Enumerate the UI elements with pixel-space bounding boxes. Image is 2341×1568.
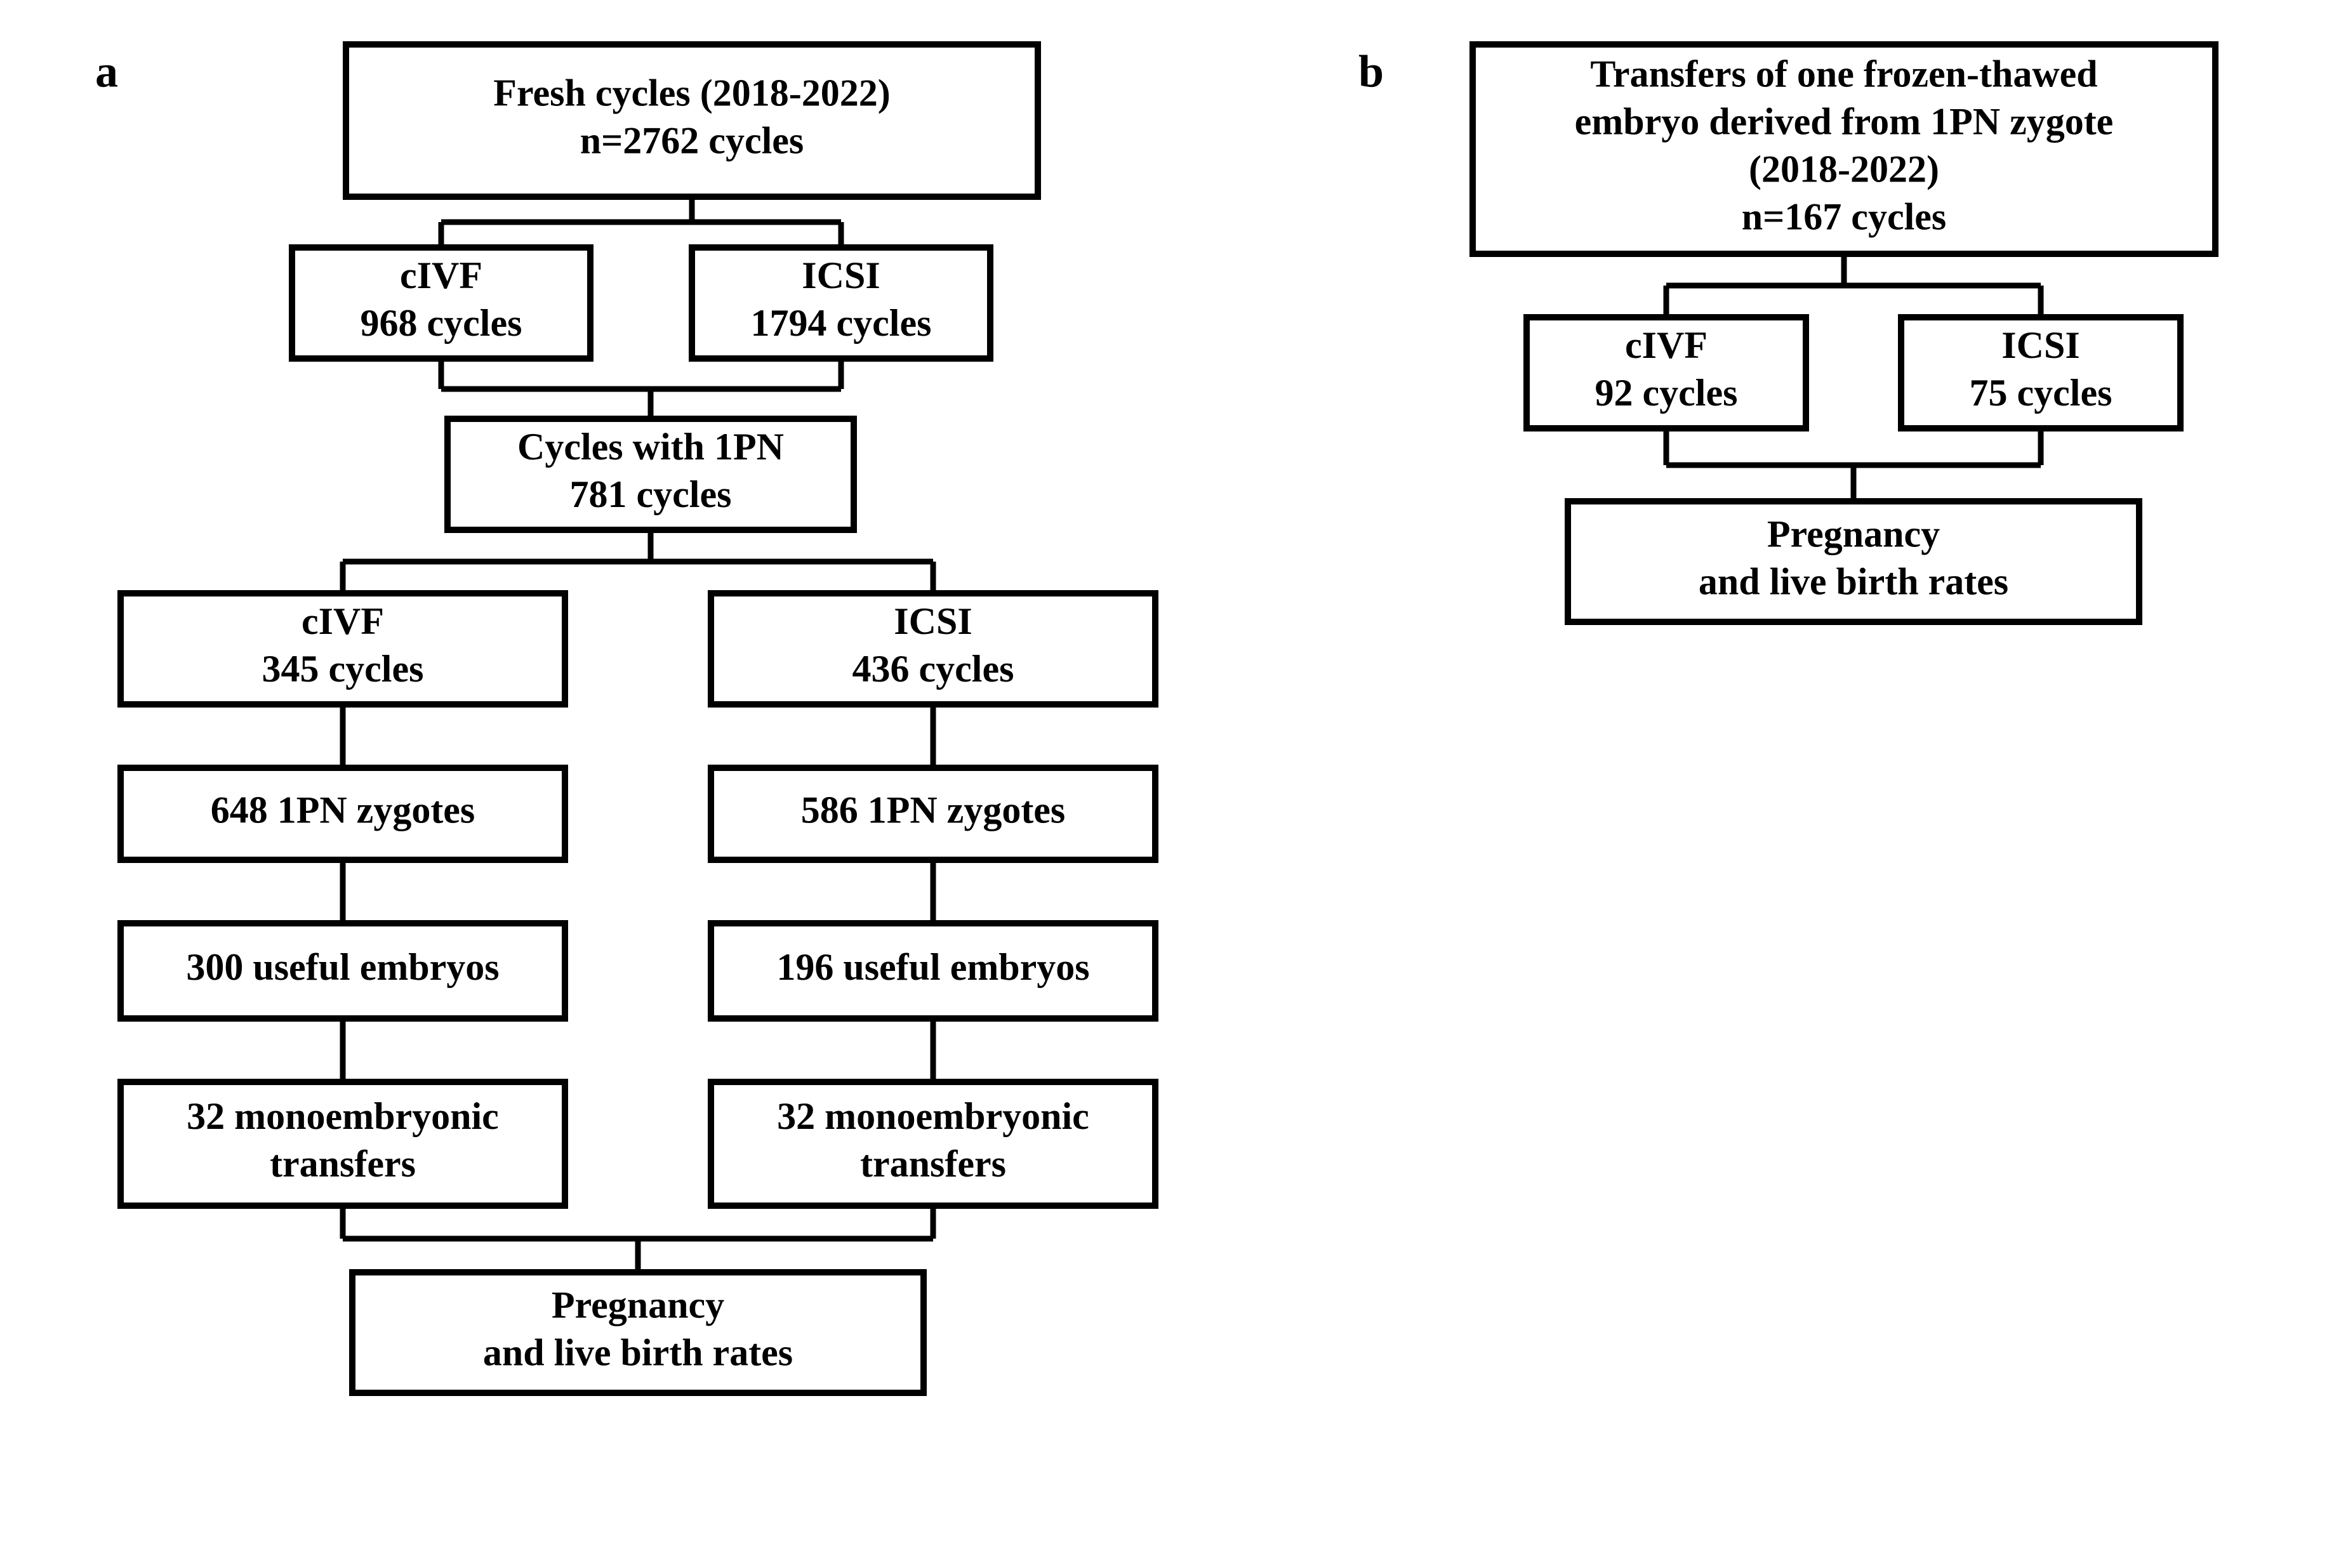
box-text: Pregnancy [1767, 513, 1940, 555]
panel-label-b: b [1358, 46, 1384, 97]
box-text: ICSI [894, 600, 972, 642]
connector-fork [441, 197, 841, 247]
connector-fork [343, 530, 933, 593]
box-text: Fresh cycles (2018-2022) [493, 72, 890, 114]
box-text: 648 1PN zygotes [211, 789, 475, 831]
box-text: 300 useful embryos [186, 946, 499, 988]
box-text: embryo derived from 1PN zygote [1575, 100, 2114, 142]
box-text: cIVF [302, 600, 384, 642]
box-text: n=167 cycles [1742, 195, 1946, 237]
box-text: cIVF [400, 254, 482, 296]
box-text: (2018-2022) [1749, 148, 1939, 190]
connector-fork [1666, 254, 2041, 317]
box-text: 781 cycles [570, 473, 732, 515]
box-text: transfers [860, 1143, 1006, 1185]
box-text: cIVF [1625, 324, 1708, 366]
connector-merge [343, 1206, 933, 1272]
box-text: ICSI [802, 254, 880, 296]
box-text: 586 1PN zygotes [801, 789, 1066, 831]
connector-merge [1666, 428, 2041, 501]
box-text: 1794 cycles [751, 302, 932, 344]
box-text: transfers [270, 1143, 416, 1185]
box-text: ICSI [2001, 324, 2079, 366]
box-text: 436 cycles [852, 648, 1014, 690]
box-text: Pregnancy [552, 1284, 724, 1326]
box-text: 92 cycles [1595, 372, 1738, 414]
box-text: 196 useful embryos [776, 946, 1089, 988]
connector-merge [441, 359, 841, 419]
box-text: and live birth rates [483, 1331, 793, 1373]
box-text: 32 monoembryonic [777, 1095, 1089, 1137]
box-text: 32 monoembryonic [187, 1095, 499, 1137]
box-text: Cycles with 1PN [517, 426, 784, 468]
box-text: and live birth rates [1699, 560, 2008, 602]
box-text: Transfers of one frozen-thawed [1590, 53, 2097, 95]
box-text: 345 cycles [262, 648, 424, 690]
panel-label-a: a [95, 46, 118, 97]
box-text: 968 cycles [361, 302, 522, 344]
box-text: n=2762 cycles [580, 119, 804, 161]
box-text: 75 cycles [1970, 372, 2112, 414]
